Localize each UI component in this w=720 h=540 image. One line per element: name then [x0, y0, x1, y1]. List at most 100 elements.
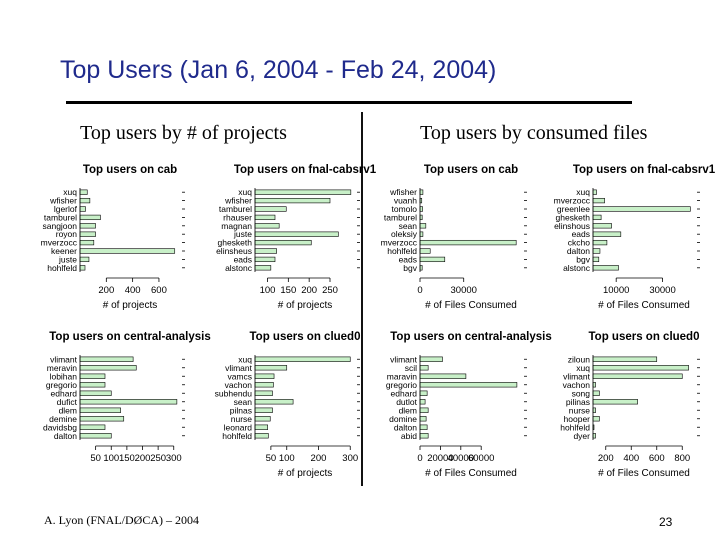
x-tick-label: 50: [90, 453, 101, 464]
bar: [592, 399, 638, 405]
bar: [254, 399, 294, 405]
category-label: alstonc: [563, 263, 591, 273]
bar: [592, 189, 597, 195]
x-tick-label: 150: [119, 453, 135, 464]
category-label: ziloun: [568, 354, 590, 364]
category-label: dlem: [59, 405, 77, 415]
bar: [254, 373, 275, 379]
bar: [592, 356, 658, 362]
left-column-heading: Top users by # of projects: [80, 122, 287, 144]
bar: [254, 382, 274, 388]
x-tick-label: 300: [342, 453, 358, 464]
category-label: scil: [405, 363, 417, 373]
category-label: elinshous: [554, 221, 590, 231]
column-divider: [361, 112, 363, 486]
x-tick-label: 0: [417, 453, 422, 464]
x-axis-label: # of projects: [278, 468, 332, 479]
bar: [592, 206, 691, 212]
chart-cab-projects: Top users on cab xuqwfisherlgerloftambure…: [41, 164, 185, 311]
bar: [419, 416, 427, 422]
footer-author: A. Lyon (FNAL/DØCA) – 2004: [44, 513, 199, 527]
bar: [254, 407, 273, 413]
chart-title: Top users on fnal-cabsrv1: [234, 164, 377, 176]
bar: [79, 265, 86, 271]
category-label: wfisher: [389, 187, 417, 197]
bar: [419, 189, 424, 195]
x-tick-label: 200: [301, 285, 317, 296]
bar: [419, 248, 431, 254]
chart-title: Top users on cab: [83, 164, 177, 176]
category-label: vlimant: [390, 354, 418, 364]
bar: [79, 356, 134, 362]
x-tick-label: 300: [166, 453, 182, 464]
x-tick-label: 100: [260, 285, 276, 296]
bar: [79, 256, 90, 263]
bar: [592, 256, 600, 263]
bar: [419, 390, 428, 396]
chart-title: Top users on cab: [424, 164, 518, 176]
x-tick-label: 10000: [603, 285, 629, 296]
category-label: lgerlof: [54, 204, 78, 214]
x-tick-label: 150: [280, 285, 296, 296]
x-axis-label: # of Files Consumed: [425, 300, 517, 311]
x-tick-label: 0: [417, 285, 422, 296]
x-tick-label: 800: [674, 453, 690, 464]
bar: [254, 214, 276, 221]
category-label: maravin: [387, 371, 418, 381]
bar: [592, 248, 601, 254]
category-label: juste: [58, 254, 77, 264]
bar: [254, 416, 271, 422]
x-tick-label: 600: [151, 285, 167, 296]
page-number: 23: [659, 515, 673, 529]
x-tick-label: 200: [311, 453, 327, 464]
category-label: dyer: [573, 431, 590, 441]
bar: [592, 239, 608, 246]
bar: [254, 248, 277, 254]
bar: [419, 223, 427, 229]
category-label: hooper: [564, 414, 591, 424]
category-label: davidsbg: [43, 422, 77, 432]
chart-clued0-files: Top users on clued0 zilounxuqvlimantvacho…: [560, 331, 700, 479]
title-rule: [66, 101, 632, 104]
x-tick-label: 100: [103, 453, 119, 464]
category-label: mverzocc: [41, 238, 78, 248]
bar: [592, 265, 619, 271]
bar: [419, 424, 428, 430]
category-label: dlem: [399, 405, 417, 415]
category-label: sangjoon: [42, 221, 77, 231]
category-label: keener: [51, 246, 77, 256]
bar: [254, 265, 272, 271]
category-label: ghesketh: [218, 238, 253, 248]
chart-clued0-projects: Top users on clued0 xuqvlimantvamcsvachon…: [215, 331, 361, 479]
chart-title: Top users on central-analysis: [49, 331, 210, 343]
bar: [79, 231, 96, 237]
bar: [592, 214, 602, 221]
category-label: xuq: [576, 187, 590, 197]
bar: [79, 214, 101, 221]
bar: [79, 407, 121, 413]
category-label: rhauser: [223, 212, 252, 222]
bar: [254, 231, 339, 237]
bar: [79, 399, 178, 405]
category-label: song: [572, 388, 591, 398]
category-label: vlimant: [50, 354, 78, 364]
category-label: sean: [399, 221, 418, 231]
chart-title: Top users on fnal-cabsrv1: [573, 164, 716, 176]
x-tick-label: 400: [125, 285, 141, 296]
right-column-heading: Top users by consumed files: [420, 122, 648, 144]
category-label: hohlfeld: [47, 263, 77, 273]
category-label: ckcho: [568, 238, 590, 248]
chart-title: Top users on clued0: [250, 331, 361, 343]
bar: [592, 231, 622, 237]
chart-cabsrv1-projects: Top users on fnal-cabsrv1 xuqwfishertambu…: [216, 164, 377, 311]
bar: [419, 399, 426, 405]
bar: [254, 256, 276, 263]
bar: [254, 197, 331, 204]
bar: [419, 365, 429, 371]
category-label: xuq: [576, 363, 590, 373]
category-label: edhard: [391, 388, 418, 398]
category-label: wfisher: [224, 196, 252, 206]
category-label: leonard: [224, 422, 253, 432]
category-label: tamburel: [44, 212, 77, 222]
category-label: juste: [233, 229, 252, 239]
